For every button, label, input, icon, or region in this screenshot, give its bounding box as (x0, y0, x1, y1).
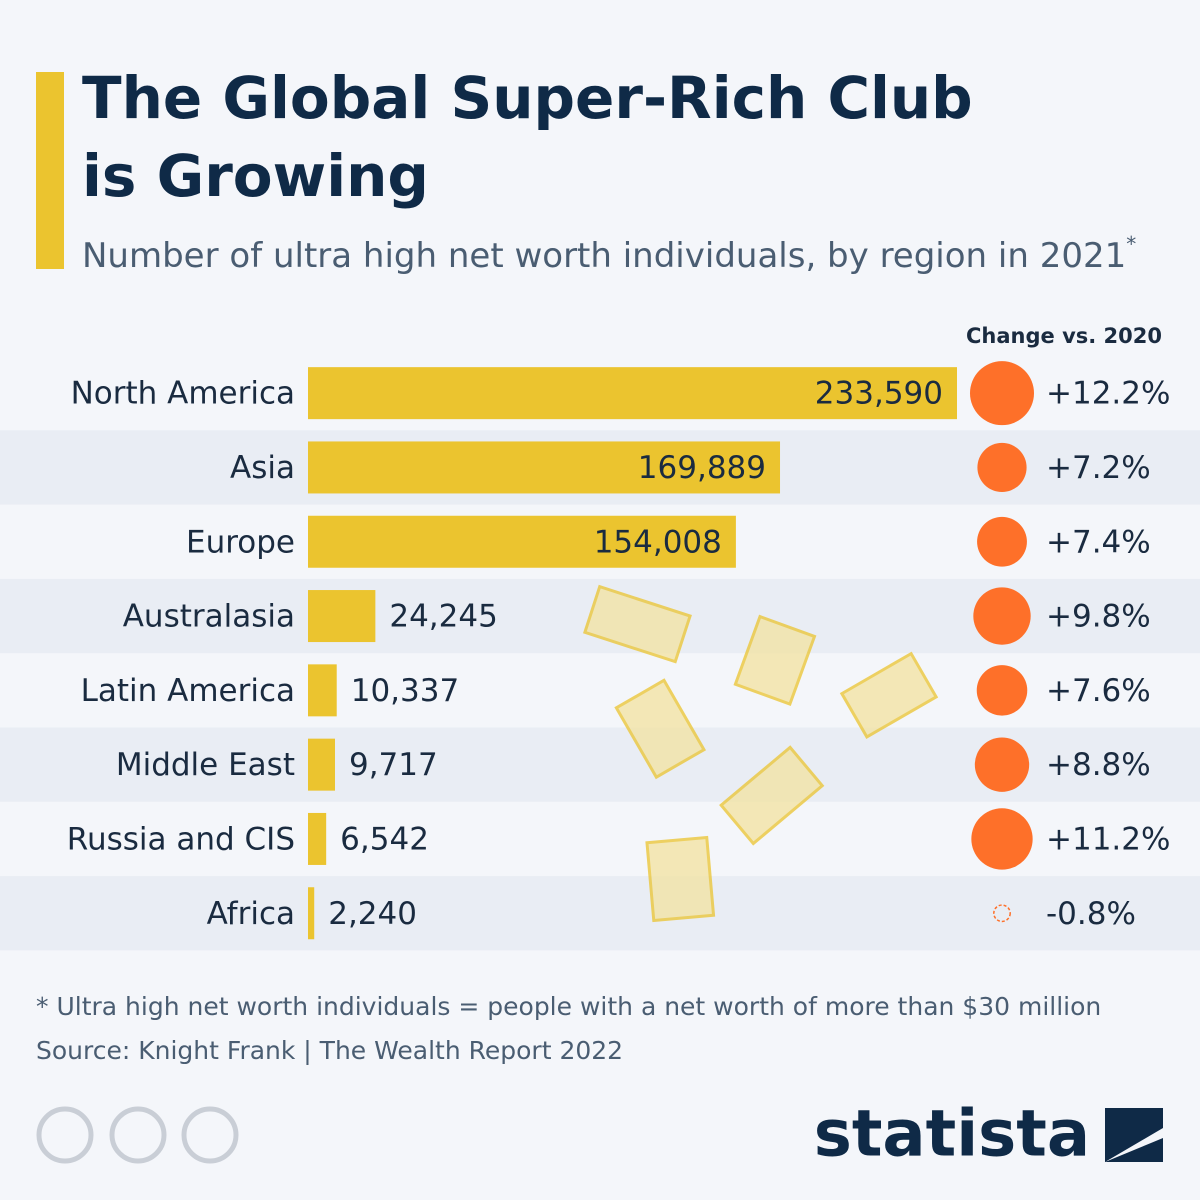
category-label: Africa (207, 896, 295, 932)
category-label: Asia (230, 450, 295, 486)
value-label: 2,240 (328, 896, 417, 932)
value-label: 169,889 (638, 450, 766, 486)
row-band (0, 876, 1200, 951)
change-label: +12.2% (1046, 376, 1170, 412)
category-label: Latin America (81, 673, 295, 709)
accent-bar (36, 72, 64, 269)
change-label: +8.8% (1046, 747, 1151, 783)
change-bubble (976, 665, 1028, 716)
category-label: Australasia (123, 599, 295, 635)
chart-title: The Global Super-Rich Club (82, 64, 973, 132)
footnote: * Ultra high net worth individuals = peo… (36, 992, 1101, 1021)
change-label: +7.6% (1046, 673, 1151, 709)
change-label: +7.4% (1046, 524, 1151, 560)
source: Source: Knight Frank | The Wealth Report… (36, 1036, 623, 1065)
change-label: +11.2% (1046, 821, 1170, 857)
rows: North America 233,590 +12.2% Asia 169,889 +7.… (0, 361, 1200, 951)
change-label: +7.2% (1046, 450, 1151, 486)
value-label: 10,337 (351, 673, 459, 709)
bar (308, 441, 781, 494)
value-label: 9,717 (349, 747, 438, 783)
bar (308, 367, 957, 420)
bar (308, 812, 327, 865)
category-label: North America (71, 376, 295, 412)
change-title: Change vs. 2020 (966, 324, 1162, 348)
subtitle-mark: * (1126, 232, 1136, 256)
change-bubble (971, 808, 1033, 870)
subtitle-text: Number of ultra high net worth individua… (82, 236, 1126, 276)
bar (308, 515, 736, 568)
value-label: 154,008 (594, 524, 722, 560)
value-label: 6,542 (340, 821, 429, 857)
bar (308, 738, 335, 791)
value-label: 233,590 (815, 376, 943, 412)
subtitle: Number of ultra high net worth individua… (82, 232, 1136, 276)
change-bubble (974, 737, 1030, 792)
chart-title: is Growing (82, 142, 429, 210)
bar (308, 590, 376, 643)
change-bubble (977, 442, 1027, 493)
category-label: Europe (186, 524, 295, 560)
bill-decoration (582, 584, 939, 923)
change-bubble (993, 904, 1011, 923)
value-label: 24,245 (389, 599, 497, 635)
change-bubble (977, 516, 1027, 567)
license-icons (36, 1106, 239, 1164)
change-bubble (970, 361, 1034, 426)
bar (308, 664, 337, 717)
bar (308, 887, 315, 940)
brand: statista (814, 1098, 1090, 1172)
category-label: Russia and CIS (67, 821, 295, 857)
category-label: Middle East (116, 747, 295, 783)
change-label: +9.8% (1046, 599, 1151, 635)
brand-logo (1105, 1108, 1163, 1162)
change-label: -0.8% (1046, 896, 1136, 932)
change-bubble (973, 587, 1031, 645)
